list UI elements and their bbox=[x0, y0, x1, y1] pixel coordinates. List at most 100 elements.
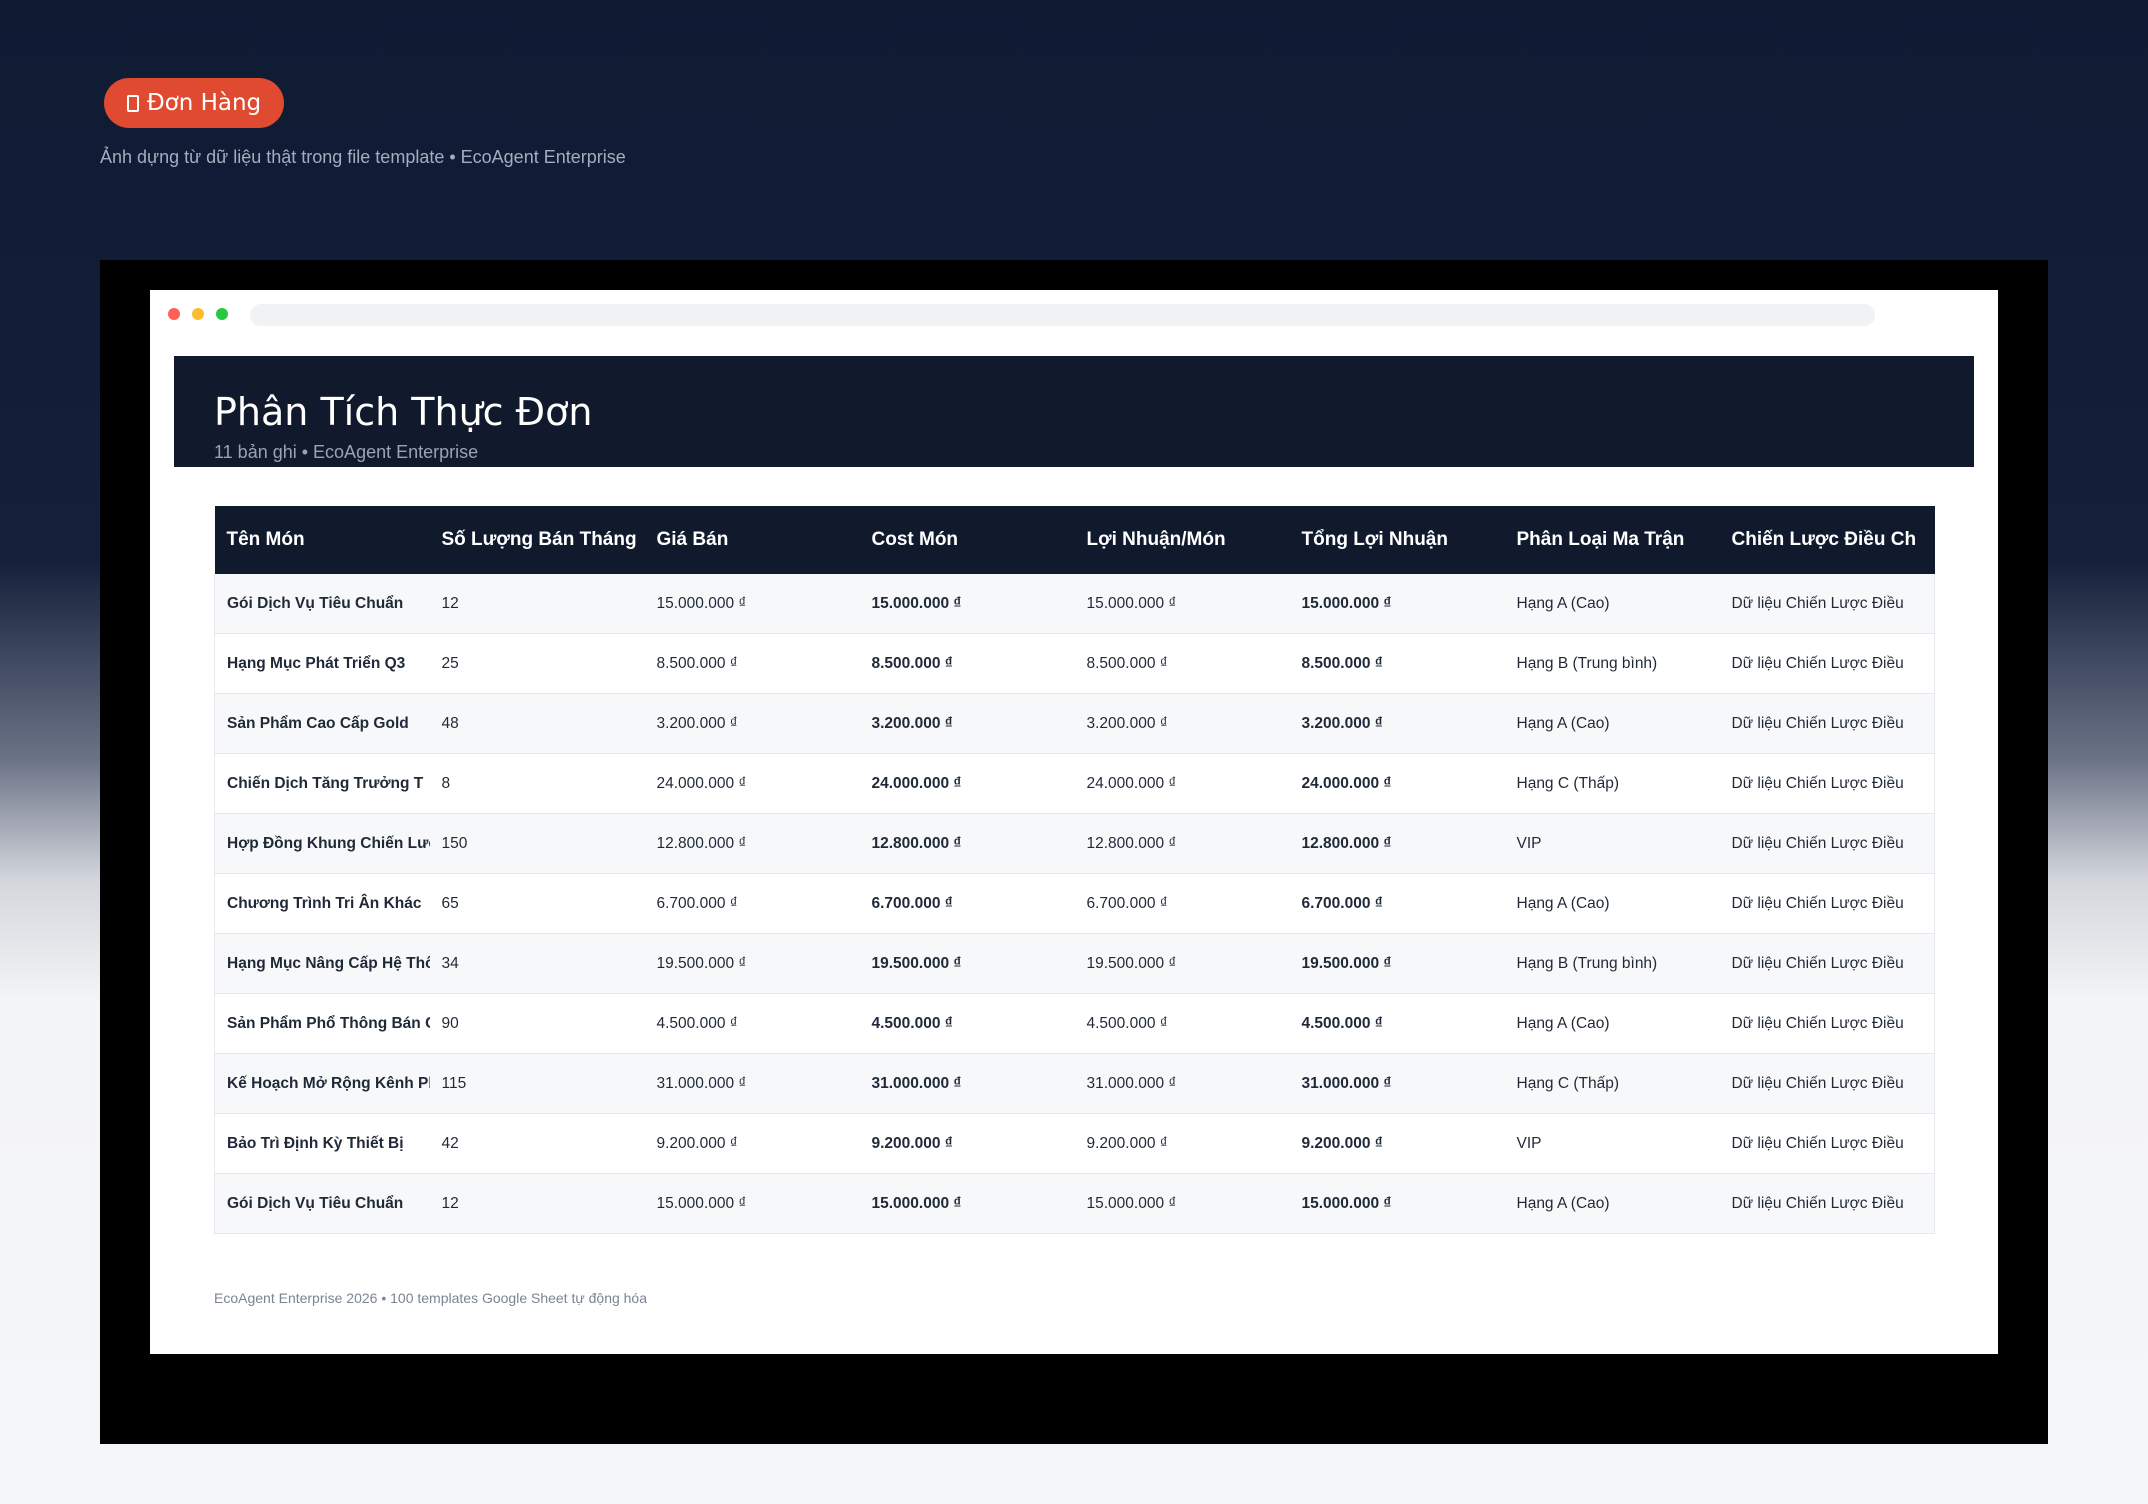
table-cell: Gói Dịch Vụ Tiêu Chuẩn bbox=[214, 574, 430, 634]
table-cell: 15.000.000 ₫ bbox=[1074, 1173, 1290, 1234]
table-row[interactable]: Chiến Dịch Tăng Trưởng T 8 24.000.000 ₫ 24.… bbox=[214, 753, 1935, 814]
menu-analysis-table: Tên Món Số Lượng Bán Tháng Giá Bán Cost Món… bbox=[214, 506, 1935, 1234]
table-cell: 31.000.000 ₫ bbox=[859, 1053, 1075, 1114]
table-row[interactable]: Sản Phẩm Cao Cấp Gold 48 3.200.000 ₫ 3.200.… bbox=[214, 693, 1935, 754]
table-cell: 19.500.000 ₫ bbox=[1074, 933, 1290, 994]
table-cell: Gói Dịch Vụ Tiêu Chuẩn bbox=[214, 1173, 430, 1234]
table-cell: 12.800.000 ₫ bbox=[644, 813, 860, 874]
table-cell: Dữ liệu Chiến Lược Điều bbox=[1719, 993, 1935, 1054]
table-row[interactable]: Hạng Mục Nâng Cấp Hệ Thố 34 19.500.000 ₫ 19… bbox=[214, 933, 1935, 994]
table-cell: 3.200.000 ₫ bbox=[859, 693, 1075, 754]
table-cell: Sản Phẩm Cao Cấp Gold bbox=[214, 693, 430, 754]
table-cell: 150 bbox=[429, 813, 645, 874]
column-header[interactable]: Lợi Nhuận/Món bbox=[1074, 506, 1290, 574]
table-cell: 31.000.000 ₫ bbox=[644, 1053, 860, 1114]
table-cell: Dữ liệu Chiến Lược Điều bbox=[1719, 1173, 1935, 1234]
table-cell: 12.800.000 ₫ bbox=[859, 813, 1075, 874]
table-cell: 12 bbox=[429, 574, 645, 634]
table-cell: 9.200.000 ₫ bbox=[859, 1113, 1075, 1174]
table-cell: 6.700.000 ₫ bbox=[1289, 873, 1505, 934]
table-cell: 4.500.000 ₫ bbox=[1074, 993, 1290, 1054]
table-body: Gói Dịch Vụ Tiêu Chuẩn 12 15.000.000 ₫ 15.0… bbox=[214, 574, 1935, 1234]
table-cell: Hạng B (Trung bình) bbox=[1504, 933, 1720, 994]
column-header[interactable]: Số Lượng Bán Tháng bbox=[429, 506, 645, 574]
table-cell: 42 bbox=[429, 1113, 645, 1174]
table-cell: 12 bbox=[429, 1173, 645, 1234]
table-cell: Dữ liệu Chiến Lược Điều bbox=[1719, 1053, 1935, 1114]
table-cell: 3.200.000 ₫ bbox=[1289, 693, 1505, 754]
table-cell: Hạng A (Cao) bbox=[1504, 1173, 1720, 1234]
table-cell: 24.000.000 ₫ bbox=[1289, 753, 1505, 814]
table-cell: 115 bbox=[429, 1053, 645, 1114]
footer-text: EcoAgent Enterprise 2026 • 100 templates… bbox=[214, 1290, 648, 1306]
table-row[interactable]: Kế Hoạch Mở Rộng Kênh Ph 115 31.000.000 ₫ 3… bbox=[214, 1053, 1935, 1114]
table-cell: 15.000.000 ₫ bbox=[1289, 1173, 1505, 1234]
sheet-meta: 11 bản ghi • EcoAgent Enterprise bbox=[214, 442, 479, 462]
table-row[interactable]: Chương Trình Tri Ân Khác 65 6.700.000 ₫ 6.7… bbox=[214, 873, 1935, 934]
page-caption: Ảnh dựng từ dữ liệu thật trong file temp… bbox=[100, 147, 626, 167]
table-cell: 4.500.000 ₫ bbox=[1289, 993, 1505, 1054]
table-cell: 90 bbox=[429, 993, 645, 1054]
table-cell: 9.200.000 ₫ bbox=[1074, 1113, 1290, 1174]
table-cell: 8 bbox=[429, 753, 645, 814]
table-cell: Hạng B (Trung bình) bbox=[1504, 633, 1720, 694]
table-cell: 12.800.000 ₫ bbox=[1074, 813, 1290, 874]
table-cell: Hạng A (Cao) bbox=[1504, 993, 1720, 1054]
table-cell: Sản Phẩm Phổ Thông Bán C bbox=[214, 993, 430, 1054]
order-badge[interactable]: Đơn Hàng bbox=[104, 78, 284, 128]
table-cell: 19.500.000 ₫ bbox=[1289, 933, 1505, 994]
table-cell: Hạng A (Cao) bbox=[1504, 873, 1720, 934]
table-cell: Dữ liệu Chiến Lược Điều bbox=[1719, 1113, 1935, 1174]
table-row[interactable]: Hợp Đồng Khung Chiến Lượ 150 12.800.000 ₫ 1… bbox=[214, 813, 1935, 874]
table-cell: Hạng C (Thấp) bbox=[1504, 753, 1720, 814]
table-cell: 4.500.000 ₫ bbox=[859, 993, 1075, 1054]
table-cell: Dữ liệu Chiến Lược Điều bbox=[1719, 933, 1935, 994]
table-cell: Dữ liệu Chiến Lược Điều bbox=[1719, 693, 1935, 754]
table-cell: 3.200.000 ₫ bbox=[1074, 693, 1290, 754]
close-window-dot[interactable] bbox=[168, 308, 180, 320]
table-cell: 15.000.000 ₫ bbox=[644, 1173, 860, 1234]
column-header[interactable]: Tổng Lợi Nhuận bbox=[1289, 506, 1505, 574]
table-cell: Hạng Mục Nâng Cấp Hệ Thố bbox=[214, 933, 430, 994]
table-row[interactable]: Gói Dịch Vụ Tiêu Chuẩn 12 15.000.000 ₫ 15.0… bbox=[214, 574, 1935, 634]
table-cell: 25 bbox=[429, 633, 645, 694]
column-header[interactable]: Phân Loại Ma Trận bbox=[1504, 506, 1720, 574]
address-bar[interactable] bbox=[250, 304, 1875, 326]
table-row[interactable]: Sản Phẩm Phổ Thông Bán C 90 4.500.000 ₫ 4.5… bbox=[214, 993, 1935, 1054]
table-cell: Hạng A (Cao) bbox=[1504, 574, 1720, 634]
table-cell: Dữ liệu Chiến Lược Điều bbox=[1719, 633, 1935, 694]
table-cell: Chương Trình Tri Ân Khác bbox=[214, 873, 430, 934]
sheet-title: Phân Tích Thực Đơn bbox=[214, 390, 593, 434]
table-cell: VIP bbox=[1504, 813, 1720, 874]
sheet-header: Phân Tích Thực Đơn 11 bản ghi • EcoAgent… bbox=[174, 356, 1974, 467]
column-header[interactable]: Tên Món bbox=[214, 506, 430, 574]
column-header[interactable]: Cost Món bbox=[859, 506, 1075, 574]
table-cell: 19.500.000 ₫ bbox=[859, 933, 1075, 994]
table-cell: 9.200.000 ₫ bbox=[644, 1113, 860, 1174]
table-cell: Dữ liệu Chiến Lược Điều bbox=[1719, 574, 1935, 634]
table-cell: Bảo Trì Định Kỳ Thiết Bị bbox=[214, 1113, 430, 1174]
table-cell: Hạng A (Cao) bbox=[1504, 693, 1720, 754]
table-cell: Dữ liệu Chiến Lược Điều bbox=[1719, 813, 1935, 874]
table-cell: Dữ liệu Chiến Lược Điều bbox=[1719, 753, 1935, 814]
column-header[interactable]: Giá Bán bbox=[644, 506, 860, 574]
table-cell: Hợp Đồng Khung Chiến Lượ bbox=[214, 813, 430, 874]
table-cell: 6.700.000 ₫ bbox=[644, 873, 860, 934]
minimize-window-dot[interactable] bbox=[192, 308, 204, 320]
table-cell: 24.000.000 ₫ bbox=[859, 753, 1075, 814]
table-cell: Hạng C (Thấp) bbox=[1504, 1053, 1720, 1114]
table-row[interactable]: Bảo Trì Định Kỳ Thiết Bị 42 9.200.000 ₫ 9.2… bbox=[214, 1113, 1935, 1174]
table-cell: Dữ liệu Chiến Lược Điều bbox=[1719, 873, 1935, 934]
table-cell: 19.500.000 ₫ bbox=[644, 933, 860, 994]
table-cell: 24.000.000 ₫ bbox=[1074, 753, 1290, 814]
table-cell: 34 bbox=[429, 933, 645, 994]
table-cell: 31.000.000 ₫ bbox=[1074, 1053, 1290, 1114]
table-row[interactable]: Hạng Mục Phát Triển Q3 25 8.500.000 ₫ 8.500… bbox=[214, 633, 1935, 694]
table-cell: 15.000.000 ₫ bbox=[1289, 574, 1505, 634]
table-cell: 15.000.000 ₫ bbox=[1074, 574, 1290, 634]
table-cell: 15.000.000 ₫ bbox=[859, 1173, 1075, 1234]
column-header[interactable]: Chiến Lược Điều Ch bbox=[1719, 506, 1935, 574]
maximize-window-dot[interactable] bbox=[216, 308, 228, 320]
table-row[interactable]: Gói Dịch Vụ Tiêu Chuẩn 12 15.000.000 ₫ 15.0… bbox=[214, 1173, 1935, 1234]
table-cell: 12.800.000 ₫ bbox=[1289, 813, 1505, 874]
